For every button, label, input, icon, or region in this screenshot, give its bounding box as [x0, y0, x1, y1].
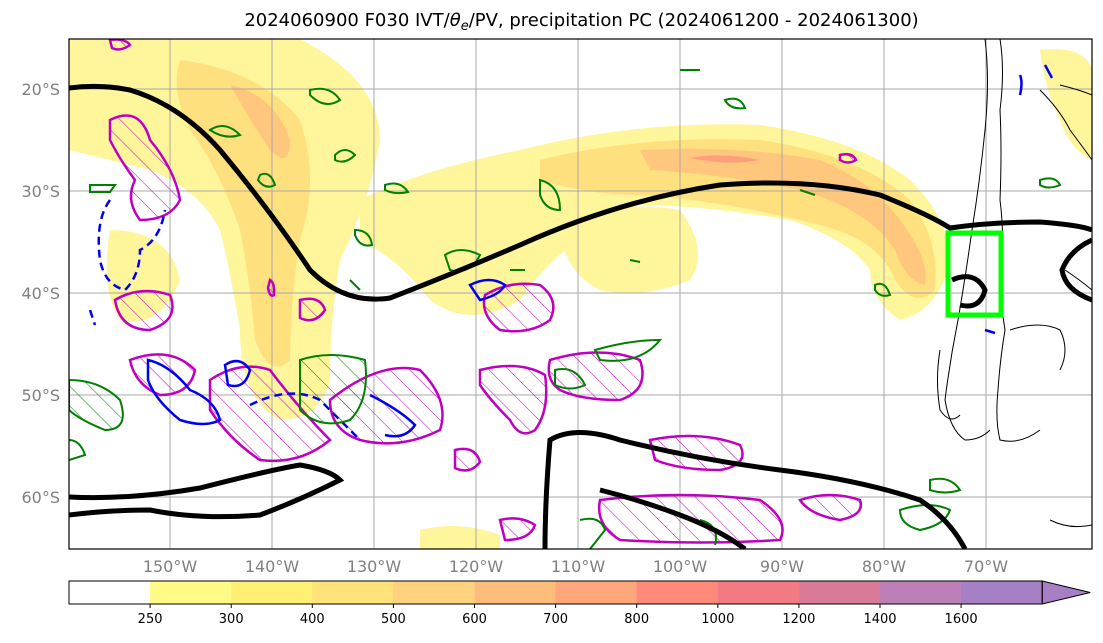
colorbar-tick-label: 1600 [945, 612, 978, 627]
colorbar-segment [69, 581, 151, 604]
colorbar-segment [798, 581, 881, 604]
colorbar-segment [312, 581, 394, 604]
theta-contours [69, 83, 1092, 549]
lat-labels: 20°S 30°S 40°S 50°S 60°S [21, 80, 60, 507]
lat-label: 50°S [21, 386, 60, 405]
ivt-band-central-peak [690, 155, 760, 163]
colorbar-tick-label: 500 [381, 612, 406, 627]
colorbar-tick-label: 700 [543, 612, 568, 627]
colorbar-labels: 250 300 400 500 600 700 800 1000 1200 14… [138, 612, 978, 627]
title-theta-sub: e [460, 19, 469, 34]
chart-title: 2024060900 F030 IVT/θe/PV, precipitation… [0, 10, 1103, 34]
colorbar-tick-label: 400 [300, 612, 325, 627]
colorbar-tick-label: 300 [219, 612, 244, 627]
lat-label: 30°S [21, 182, 60, 201]
map-area [69, 39, 1092, 549]
lat-label: 60°S [21, 488, 60, 507]
colorbar-extend-arrow [1041, 580, 1091, 605]
ivt-band-central-core [640, 148, 926, 285]
ivt-band-south [560, 206, 698, 294]
colorbar-tick-label: 600 [462, 612, 487, 627]
colorbar-segment [636, 581, 719, 604]
colorbar-segment [150, 581, 232, 604]
colorbar-tick-label: 250 [138, 612, 163, 627]
colorbar-tick-label: 800 [624, 612, 649, 627]
colorbar-tick-label: 1200 [782, 612, 815, 627]
ivt-bottom [420, 526, 500, 549]
colorbar [68, 580, 1091, 608]
title-theta: θ [449, 10, 461, 31]
colorbar-tick-label: 1400 [863, 612, 896, 627]
title-prefix: 2024060900 F030 IVT/ [244, 10, 450, 31]
colorbar-segment [880, 581, 962, 604]
lat-label: 20°S [21, 80, 60, 99]
target-region-box [945, 230, 1004, 318]
colorbar-tick-label: 1000 [701, 612, 734, 627]
lon-label: 80°W [862, 557, 906, 576]
ivt-band-west-core [230, 85, 290, 158]
title-suffix: /PV, precipitation PC (2024061200 - 2024… [468, 10, 919, 31]
colorbar-segment [717, 581, 800, 604]
lon-labels: 150°W 140°W 130°W 120°W 110°W 100°W 90°W… [143, 557, 1008, 576]
colorbar-segment [961, 581, 1043, 604]
lon-label: 70°W [964, 557, 1008, 576]
precip-contours [69, 69, 1062, 549]
lon-label: 120°W [449, 557, 504, 576]
lon-label: 150°W [143, 557, 198, 576]
ivt-ne [1040, 49, 1092, 160]
colorbar-segment [474, 581, 557, 604]
lon-label: 130°W [347, 557, 402, 576]
lon-label: 90°W [760, 557, 804, 576]
lat-label: 40°S [21, 284, 60, 303]
colorbar-segment [231, 581, 313, 604]
lon-label: 100°W [653, 557, 708, 576]
colorbar-segment [393, 581, 475, 604]
map-frame [68, 38, 1093, 550]
lon-label: 140°W [245, 557, 300, 576]
colorbar-segment [555, 581, 638, 604]
lon-label: 110°W [551, 557, 606, 576]
